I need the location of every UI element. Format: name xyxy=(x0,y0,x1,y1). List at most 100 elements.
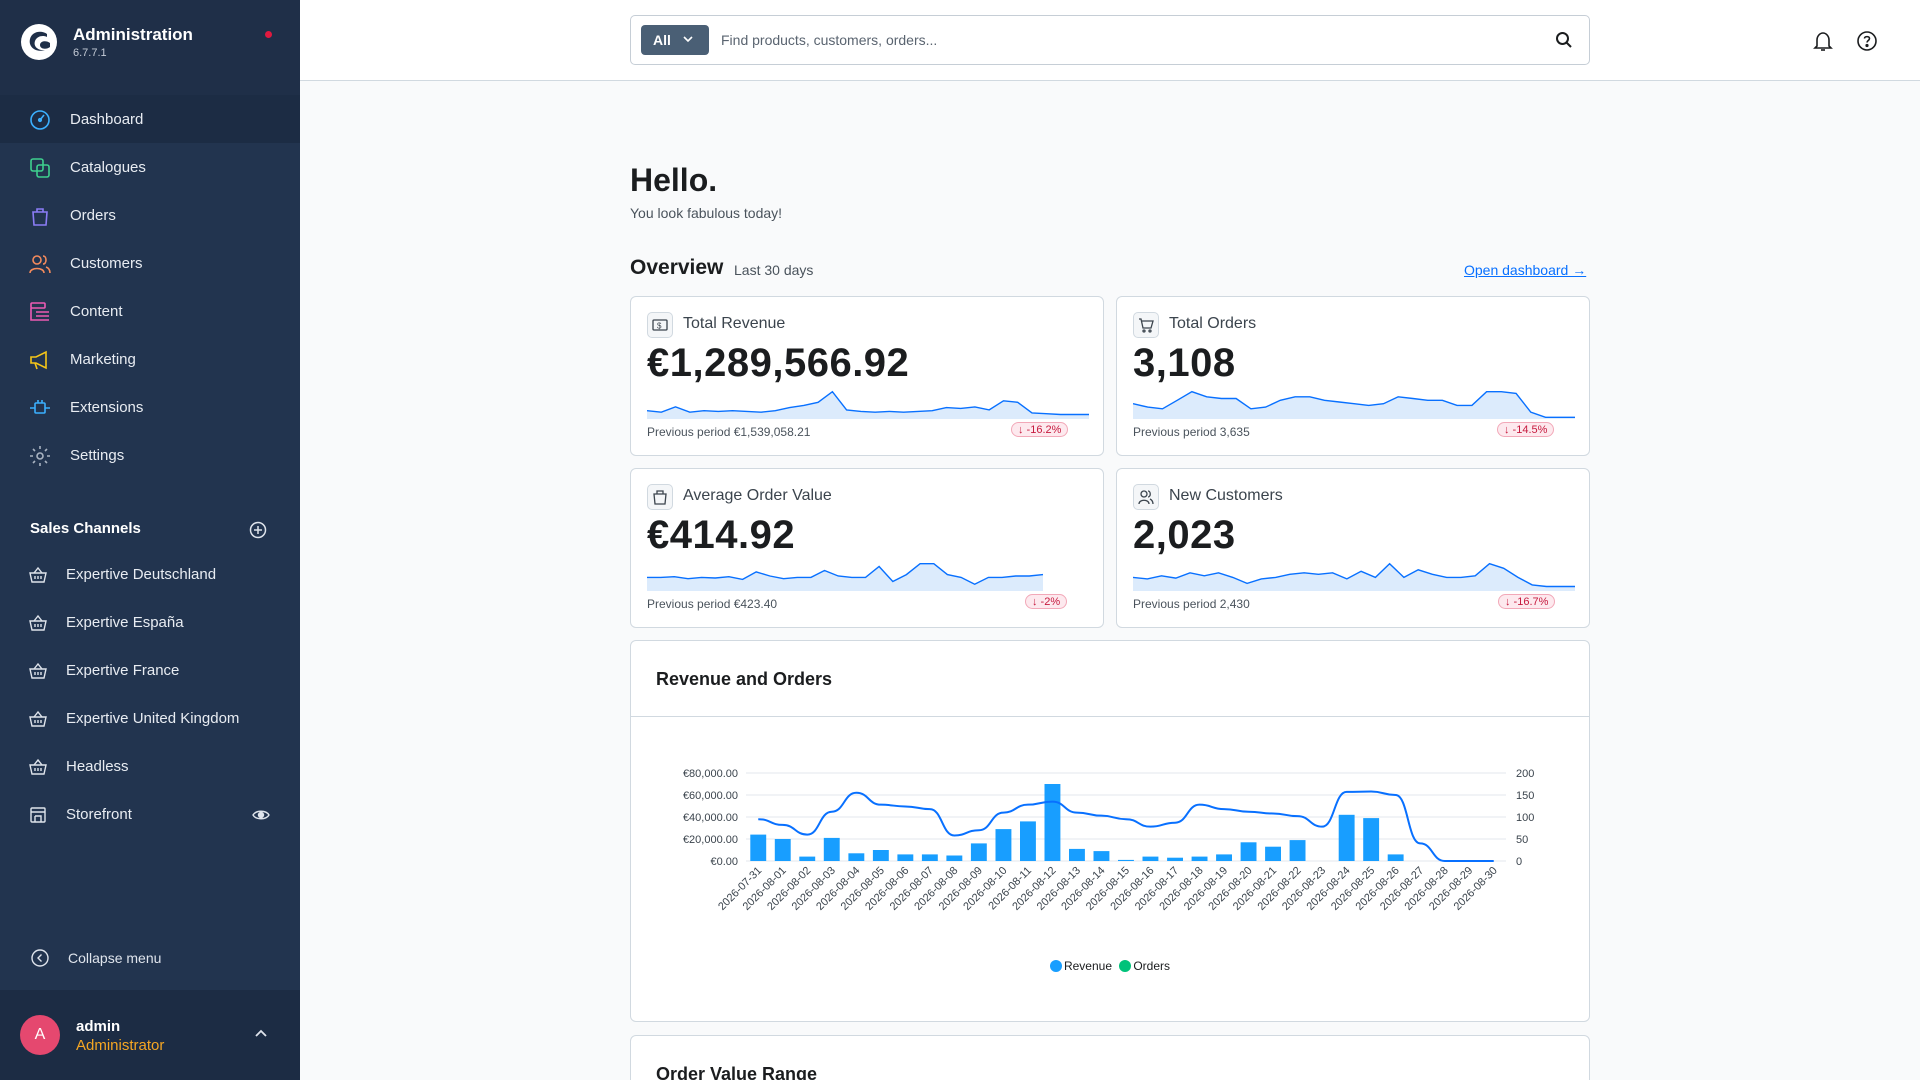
sidebar-item-orders[interactable]: Orders xyxy=(0,191,300,239)
revenue-bar xyxy=(1363,818,1380,861)
chart-legend: Revenue Orders xyxy=(631,959,1589,973)
sparkline-area xyxy=(1133,391,1575,419)
revenue-bar xyxy=(1265,846,1281,861)
kpi-change-badge: ↓ -16.2% xyxy=(1011,422,1069,437)
sidebar-header: Administration 6.7.7.1 xyxy=(0,0,300,95)
greeting-subtitle: You look fabulous today! xyxy=(630,205,783,221)
sales-channel-expertive-espana[interactable]: Expertive España xyxy=(0,601,300,645)
kpi-value: €414.92 xyxy=(647,513,796,557)
y-left-tick-label: €0.00 xyxy=(710,856,738,868)
revenue-bar xyxy=(921,854,938,861)
kpi-icon-box: $ xyxy=(647,312,673,338)
sidebar-item-catalogues[interactable]: Catalogues xyxy=(0,143,300,191)
sidebar-item-customers[interactable]: Customers xyxy=(0,239,300,287)
revenue-bar xyxy=(1338,814,1355,861)
kpi-icon-box xyxy=(1133,312,1159,338)
kpi-previous-period: Previous period 3,635 xyxy=(1133,425,1250,439)
kpi-card-total-orders: Total Orders 3,108 Previous period 3,635… xyxy=(1116,296,1590,456)
avatar: A xyxy=(20,1015,60,1055)
revenue-bar xyxy=(750,834,767,861)
sidebar-item-label: Dashboard xyxy=(70,110,144,128)
open-dashboard-link[interactable]: Open dashboard → xyxy=(1464,262,1587,278)
revenue-bar xyxy=(1191,856,1208,861)
basket-icon xyxy=(29,710,47,727)
legend-item-orders[interactable]: Orders xyxy=(1119,959,1170,973)
revenue-bar xyxy=(897,854,914,861)
search-scope-dropdown[interactable]: All xyxy=(641,25,709,55)
kpi-title: Total Revenue xyxy=(683,315,786,332)
sales-channels-heading: Sales Channels xyxy=(30,520,141,537)
bell-icon[interactable] xyxy=(1811,29,1835,53)
legend-dot xyxy=(1049,960,1062,972)
sales-channel-headless[interactable]: Headless xyxy=(0,745,300,789)
sales-channel-expertive-united-kingdom[interactable]: Expertive United Kingdom xyxy=(0,697,300,741)
revenue-bar xyxy=(1216,854,1232,861)
app-version: 6.7.7.1 xyxy=(73,47,107,59)
help-icon[interactable] xyxy=(1855,29,1879,53)
sidebar-item-settings[interactable]: Settings xyxy=(0,431,300,479)
kpi-icon-box xyxy=(647,484,673,510)
shopware-logo-icon xyxy=(21,24,57,60)
user-menu[interactable]: A admin Administrator xyxy=(0,990,300,1080)
greeting-title: Hello. xyxy=(630,162,718,198)
revenue-bar xyxy=(872,850,889,861)
storefront-icon xyxy=(30,807,46,823)
kpi-title: Average Order Value xyxy=(683,487,832,504)
search-input[interactable] xyxy=(721,26,1521,54)
sidebar-item-marketing[interactable]: Marketing xyxy=(0,335,300,383)
overview-title: Overview xyxy=(630,256,724,279)
eye-icon[interactable] xyxy=(252,806,270,824)
revenue-bar xyxy=(970,843,987,861)
add-circle-icon[interactable] xyxy=(248,520,268,540)
sidebar-item-extensions[interactable]: Extensions xyxy=(0,383,300,431)
sales-channel-storefront[interactable]: Storefront xyxy=(0,793,300,837)
legend-item-revenue[interactable]: Revenue xyxy=(1049,959,1112,973)
sales-channel-label: Expertive España xyxy=(66,614,184,631)
sales-channel-expertive-deutschland[interactable]: Expertive Deutschland xyxy=(0,553,300,597)
kpi-value: 3,108 xyxy=(1133,341,1236,385)
order-value-range-card: Order Value Range xyxy=(630,1035,1590,1080)
global-search: All xyxy=(630,15,1590,65)
kpi-change-badge: ↓ -16.7% xyxy=(1498,594,1556,609)
collapse-menu-label: Collapse menu xyxy=(68,950,162,966)
basket-icon xyxy=(29,566,47,583)
sidebar-item-label: Catalogues xyxy=(70,158,146,176)
revenue-bar xyxy=(823,837,840,861)
basket-icon xyxy=(29,758,47,775)
sidebar: Administration 6.7.7.1 Dashboard Catalog… xyxy=(0,0,300,1080)
legend-label: Orders xyxy=(1133,959,1171,973)
revenue-orders-chart: €0.00 €20,000.00 €40,000.00 €60,000.00 €80,0… xyxy=(683,768,1534,913)
collapse-menu-button[interactable]: Collapse menu xyxy=(0,940,300,976)
kpi-card-new-customers: New Customers 2,023 Previous period 2,43… xyxy=(1116,468,1590,628)
card-title: Order Value Range xyxy=(656,1064,818,1080)
chevron-down-icon xyxy=(683,36,693,43)
customers-icon xyxy=(29,255,51,274)
revenue-bar xyxy=(848,853,865,861)
sidebar-item-content[interactable]: Content xyxy=(0,287,300,335)
top-bar: All xyxy=(300,0,1920,81)
user-name: admin xyxy=(76,1018,121,1035)
sidebar-item-label: Customers xyxy=(70,254,143,272)
sidebar-item-label: Marketing xyxy=(70,350,136,368)
revenue-bar xyxy=(1167,857,1183,861)
y-right-tick-label: 200 xyxy=(1516,768,1534,780)
legend-dot xyxy=(1119,960,1132,972)
chevron-up-icon[interactable] xyxy=(253,1026,269,1042)
orders-icon xyxy=(32,208,48,226)
extensions-icon xyxy=(30,400,50,414)
kpi-previous-period: Previous period €1,539,058.21 xyxy=(647,425,811,439)
content-icon xyxy=(30,302,49,321)
kpi-title: Total Orders xyxy=(1169,315,1257,332)
y-right-tick-label: 100 xyxy=(1516,812,1534,824)
sparkline-line xyxy=(647,390,1089,416)
revenue-bar xyxy=(946,855,963,861)
search-icon[interactable] xyxy=(1555,31,1573,49)
kpi-sparkline xyxy=(647,390,1089,419)
money-icon: $ xyxy=(652,319,668,331)
revenue-orders-card: Revenue and Orders €0.00 €20,000.00 €40,00… xyxy=(630,640,1590,1022)
sidebar-item-dashboard[interactable]: Dashboard xyxy=(0,95,300,143)
sales-channel-expertive-france[interactable]: Expertive France xyxy=(0,649,300,693)
dashboard-icon xyxy=(30,110,50,130)
basket-icon xyxy=(29,662,47,679)
revenue-bar xyxy=(1069,848,1085,861)
